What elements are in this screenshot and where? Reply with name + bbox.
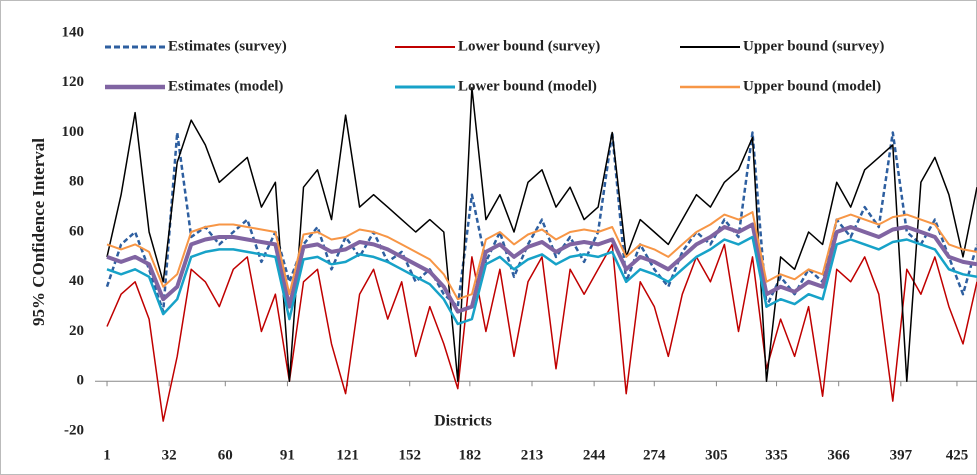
series-line (106, 235, 977, 326)
x-tick-label: 274 (643, 447, 666, 463)
x-tick-label: 213 (521, 447, 544, 463)
y-tick-label: 100 (62, 124, 85, 140)
legend-label: Upper bound (survey) (743, 38, 884, 54)
y-tick-label: 60 (69, 223, 84, 239)
y-tick-label: 80 (69, 174, 84, 190)
x-tick-label: 425 (946, 447, 969, 463)
x-tick-label: 244 (583, 447, 606, 463)
x-tick-label: 121 (336, 447, 359, 463)
x-tick-label: 1 (103, 447, 111, 463)
x-tick-label: 366 (827, 447, 850, 463)
x-tick-label: 182 (459, 447, 482, 463)
y-tick-label: -20 (64, 422, 84, 438)
y-tick-label: 120 (62, 74, 85, 90)
legend-label: Lower bound (survey) (458, 38, 600, 54)
x-tick-label: 335 (765, 447, 788, 463)
legend-label: Lower bound (model) (458, 78, 597, 94)
y-tick-label: 0 (77, 373, 85, 389)
legend-label: Estimates (survey) (168, 38, 287, 54)
y-tick-label: 20 (69, 323, 84, 339)
legend-label: Estimates (model) (168, 78, 283, 94)
x-tick-label: 60 (218, 447, 233, 463)
x-tick-label: 397 (890, 447, 913, 463)
series-line (106, 211, 977, 301)
y-tick-label: 140 (62, 24, 85, 40)
x-tick-label: 305 (705, 447, 728, 463)
y-tick-label: 40 (69, 273, 84, 289)
series-line (106, 222, 977, 314)
x-axis-title: Districts (434, 413, 492, 430)
series-line (106, 86, 977, 383)
legend-label: Upper bound (model) (743, 78, 881, 94)
x-tick-label: 32 (162, 447, 177, 463)
series-line (106, 243, 977, 422)
x-tick-label: 152 (398, 447, 421, 463)
series-layer (95, 86, 977, 422)
x-tick-label: 91 (280, 447, 295, 463)
y-axis-title: 95% COnfidence Interval (29, 138, 48, 326)
